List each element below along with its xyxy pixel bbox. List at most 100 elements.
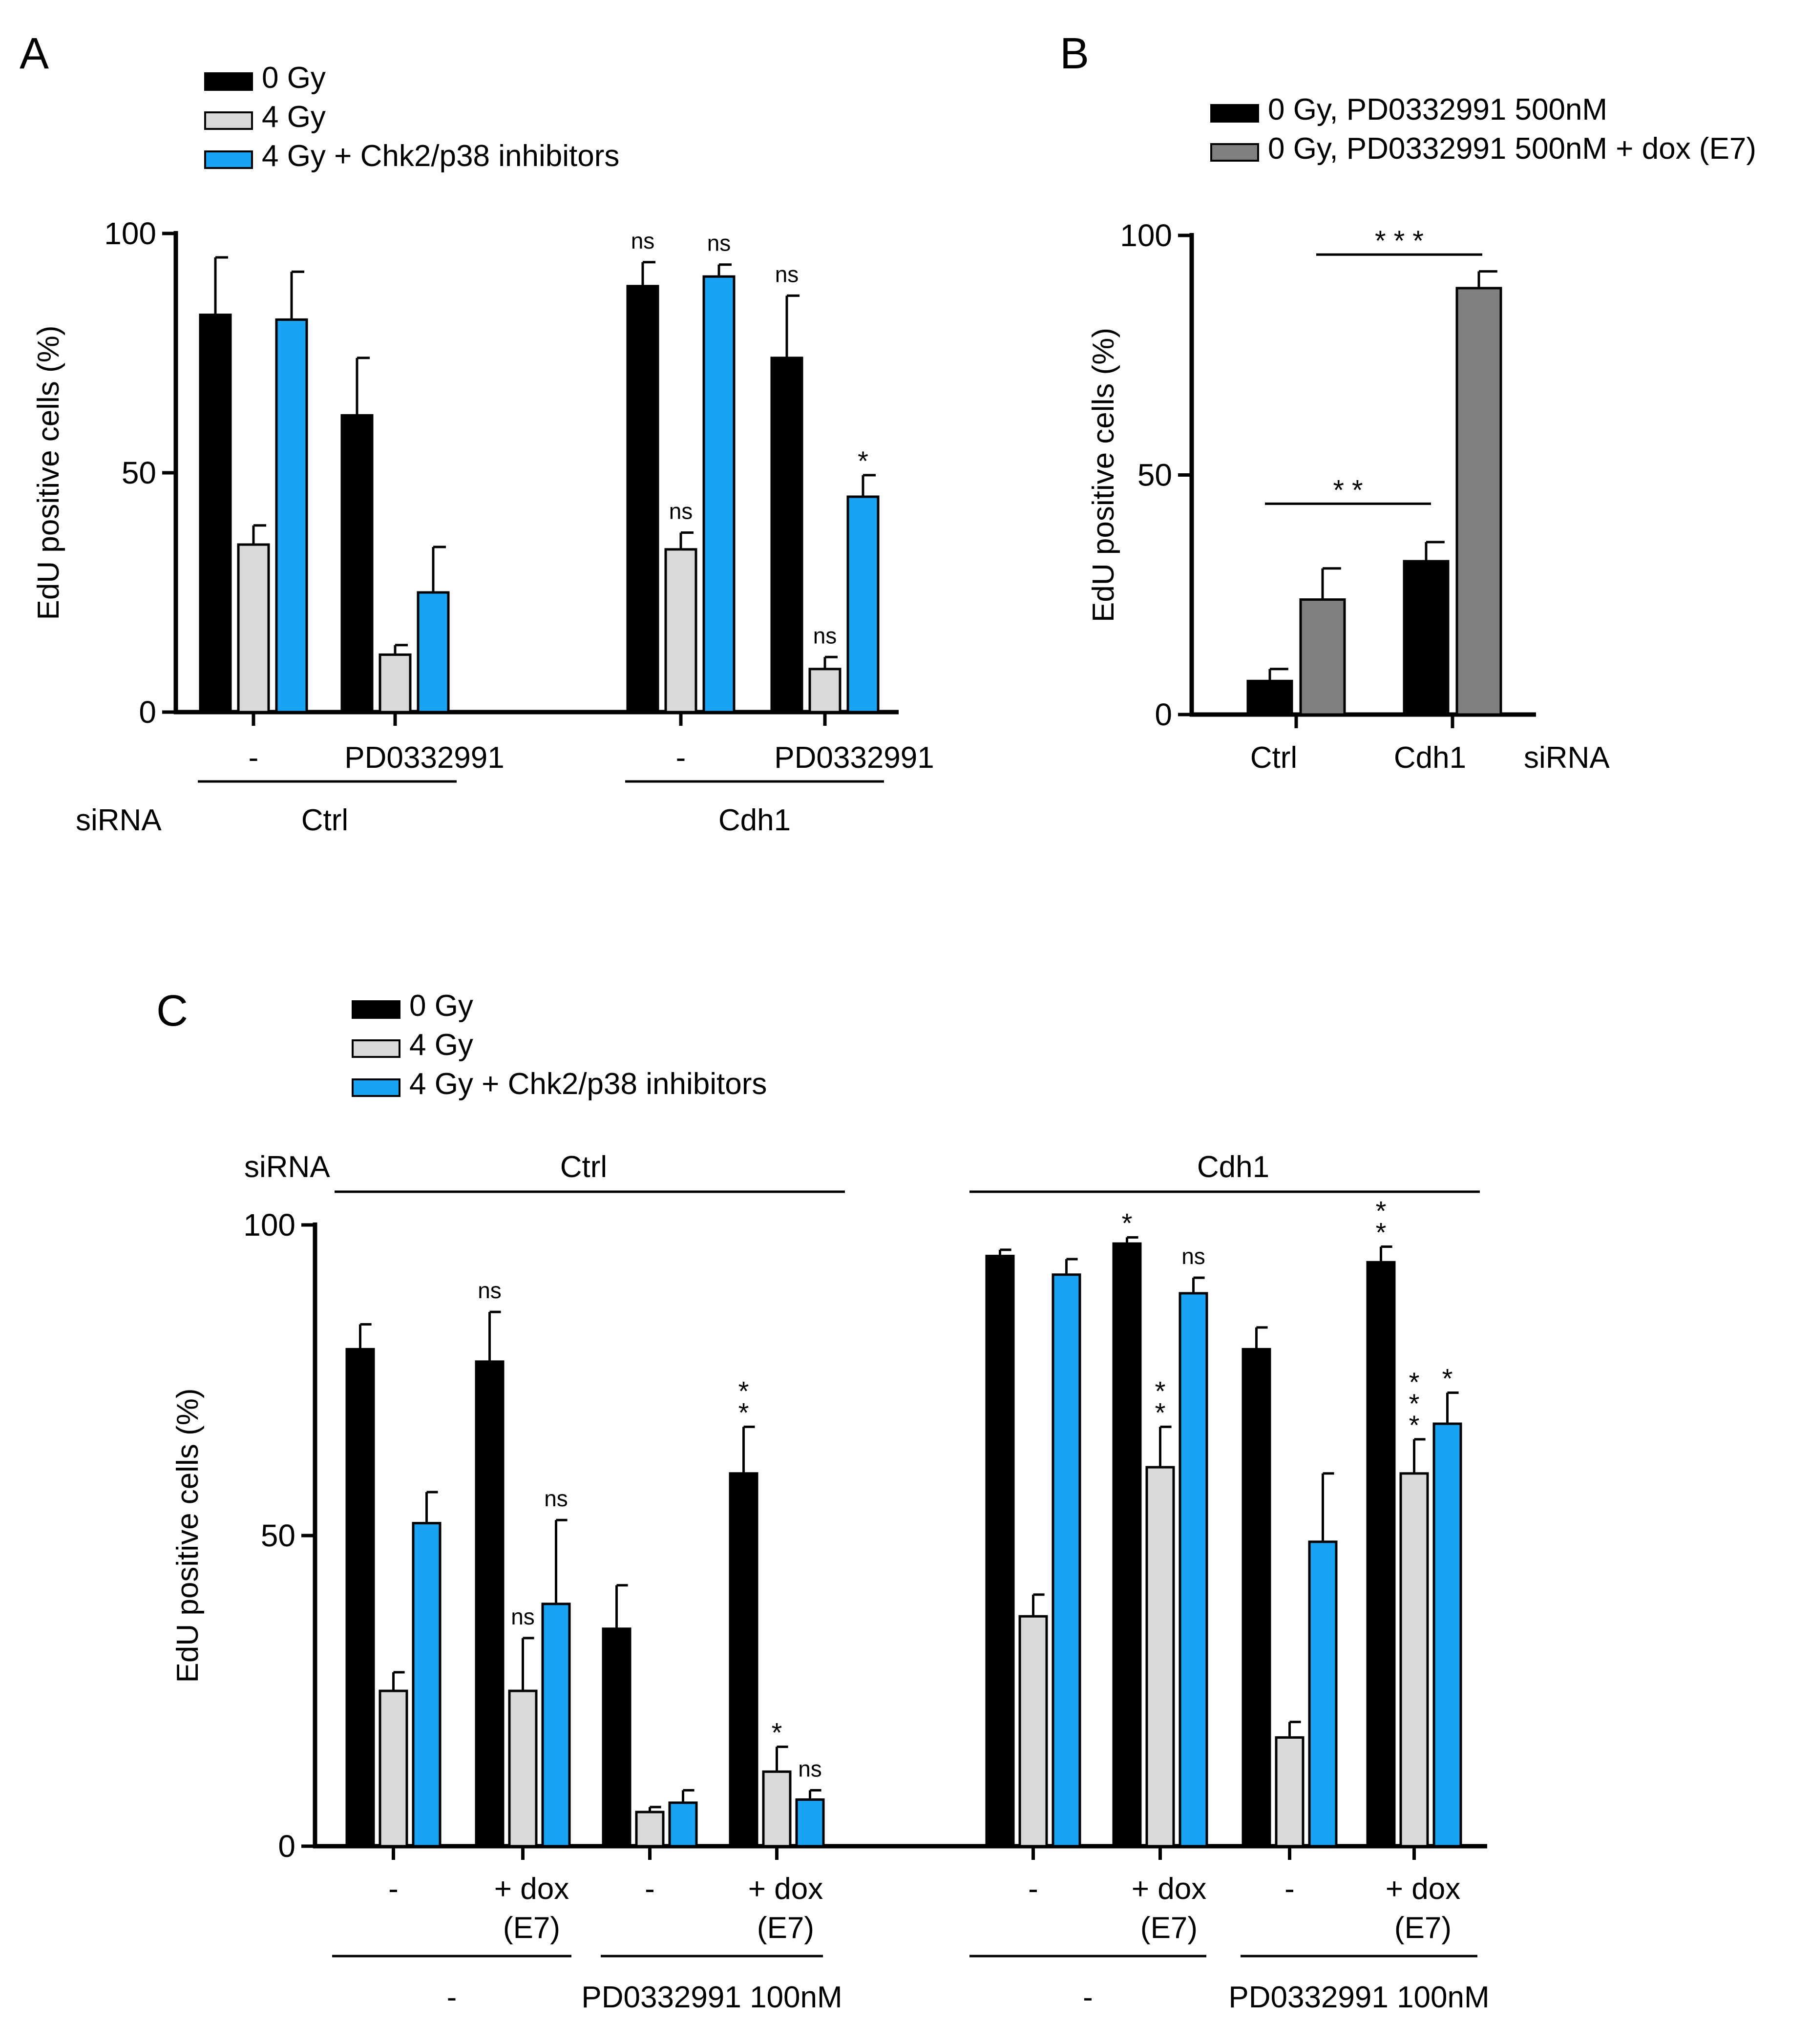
legend-label: 0 Gy	[262, 61, 326, 95]
bar	[1403, 560, 1450, 716]
legend-swatch	[204, 72, 253, 91]
x-tick-label: (E7)	[1140, 1911, 1198, 1945]
x-tick-label: (E7)	[503, 1911, 560, 1945]
significance-label: ns	[813, 623, 837, 648]
panel-a-chart: 0 Gy 4 Gy 4 Gy + Chk2/p38 inhibitors 0 50 100…	[32, 61, 934, 837]
bar	[985, 1255, 1015, 1848]
bar	[1112, 1242, 1142, 1848]
significance-label: ns	[631, 228, 655, 253]
axis-suffix-label: siRNA	[1524, 741, 1610, 775]
panel-label-b: B	[1060, 29, 1089, 78]
bar	[237, 543, 270, 714]
legend-swatch	[352, 1039, 400, 1058]
significance-label: ns	[707, 231, 731, 256]
significance-label: ns	[775, 261, 799, 287]
legend-label: 0 Gy, PD0332991 500nM + dox (E7)	[1268, 132, 1756, 166]
significance-stars: *	[772, 1717, 782, 1748]
bar	[275, 318, 308, 714]
legend-label: 0 Gy	[409, 989, 473, 1023]
y-tick-label: 0	[1155, 697, 1172, 732]
panel-c-chart: 0 Gy 4 Gy 4 Gy + Chk2/p38 inhibitors siRNA C…	[171, 989, 1490, 2014]
y-axis-label: EdU positive cells (%)	[171, 1389, 205, 1683]
bar	[1246, 679, 1293, 716]
bar	[770, 357, 803, 714]
bar	[379, 1689, 408, 1848]
group-label: Cdh1	[718, 803, 791, 837]
y-tick-label: 0	[139, 695, 156, 730]
legend-swatch	[1210, 104, 1259, 123]
bar	[1455, 287, 1502, 716]
x-tick-label: PD0332991	[774, 741, 934, 775]
bar	[729, 1472, 758, 1848]
significance-stars: *	[738, 1397, 749, 1428]
bar	[541, 1602, 571, 1848]
x-tick-label: -	[676, 741, 686, 775]
significance-stars: *	[1376, 1217, 1387, 1248]
x-tick-label: -	[1284, 1872, 1295, 1906]
treatment-label: PD0332991 100nM	[581, 1981, 842, 2014]
bar	[795, 1798, 825, 1848]
legend-label: 4 Gy + Chk2/p38 inhibitors	[409, 1067, 767, 1101]
significance-stars: *	[1376, 1196, 1387, 1226]
bar	[635, 1811, 665, 1848]
bar	[808, 668, 842, 714]
x-tick-label: + dox	[748, 1872, 823, 1906]
comparison-label: * * *	[1375, 225, 1424, 257]
bar	[1432, 1422, 1462, 1848]
x-tick-label: -	[249, 741, 259, 775]
bar	[417, 591, 450, 714]
bar	[664, 548, 697, 714]
bar	[199, 314, 232, 714]
x-tick-label: (E7)	[1394, 1911, 1452, 1945]
bar	[1242, 1348, 1271, 1848]
x-tick-label: Ctrl	[1250, 741, 1297, 775]
significance-stars: *	[858, 445, 868, 476]
y-axis-label: EdU positive cells (%)	[1087, 328, 1120, 622]
significance-label: ns	[544, 1486, 568, 1511]
bar	[1299, 598, 1346, 716]
bar	[475, 1360, 505, 1848]
bar	[1399, 1472, 1429, 1848]
bar	[846, 495, 880, 714]
bar	[762, 1770, 792, 1848]
significance-stars: *	[738, 1375, 749, 1406]
bar	[626, 285, 659, 714]
bar	[702, 275, 736, 714]
treatment-label: PD0332991 100nM	[1228, 1981, 1489, 2014]
x-tick-label: (E7)	[757, 1911, 814, 1945]
legend-label: 4 Gy + Chk2/p38 inhibitors	[262, 139, 619, 173]
y-tick-label: 100	[243, 1207, 295, 1243]
x-tick-label: + dox	[1132, 1872, 1206, 1906]
x-tick-label: -	[645, 1872, 655, 1906]
bar	[340, 414, 374, 714]
y-axis-label: EdU positive cells (%)	[32, 326, 65, 620]
legend-swatch	[352, 1078, 400, 1097]
bar	[379, 653, 412, 714]
significance-stars: *	[1155, 1397, 1166, 1428]
x-tick-label: + dox	[494, 1872, 569, 1906]
row-label: siRNA	[76, 803, 162, 837]
bar	[1018, 1615, 1048, 1848]
significance-stars: *	[1442, 1363, 1453, 1393]
y-tick-label: 100	[104, 216, 156, 251]
legend-label: 0 Gy, PD0332991 500nM	[1268, 93, 1607, 126]
x-tick-label: -	[388, 1872, 399, 1906]
x-tick-label: Cdh1	[1394, 741, 1466, 775]
bar	[1052, 1273, 1081, 1848]
panel-label-c: C	[156, 987, 188, 1035]
bar	[1366, 1261, 1396, 1848]
bar	[1308, 1540, 1338, 1848]
bar	[1145, 1466, 1175, 1848]
significance-stars: *	[1409, 1367, 1420, 1397]
legend-label: 4 Gy	[262, 100, 326, 134]
treatment-label: -	[1083, 1981, 1093, 2014]
panel-label-a: A	[20, 29, 49, 78]
significance-label: ns	[669, 499, 693, 524]
significance-label: ns	[1181, 1243, 1205, 1269]
x-tick-label: + dox	[1386, 1872, 1460, 1906]
legend-label: 4 Gy	[409, 1028, 473, 1062]
x-tick-label: PD0332991	[344, 741, 505, 775]
x-tick-label: -	[1028, 1872, 1038, 1906]
group-label: Cdh1	[1197, 1150, 1269, 1184]
treatment-label: -	[447, 1981, 457, 2014]
